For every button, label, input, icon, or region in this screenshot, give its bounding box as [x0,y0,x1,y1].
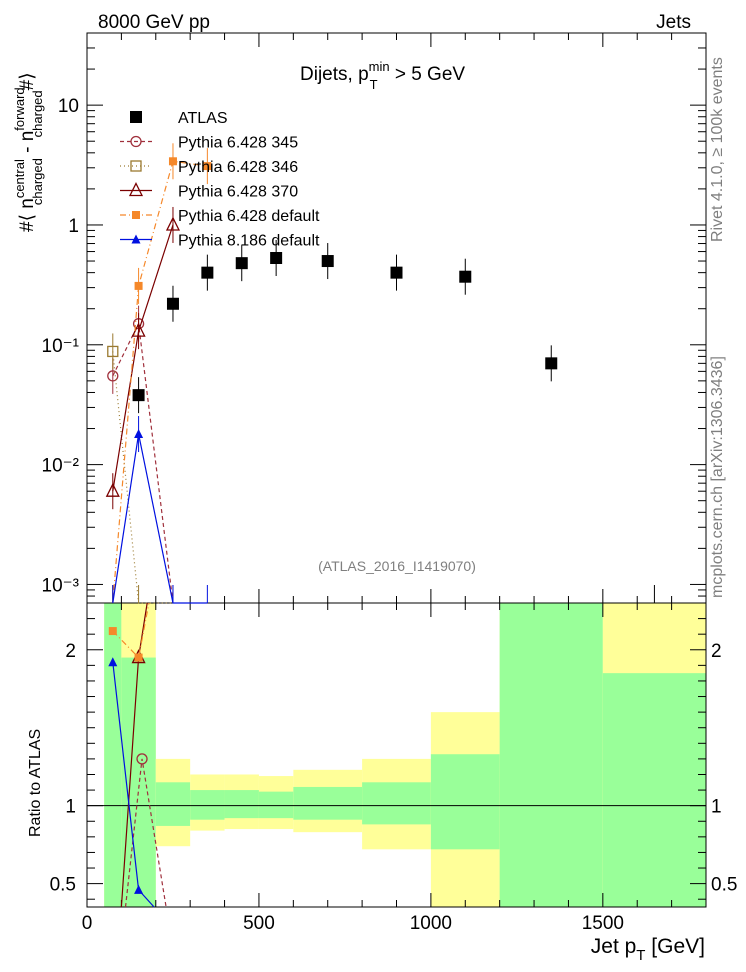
y-axis-label-bottom: Ratio to ATLAS [27,729,44,837]
data-series [105,143,655,604]
series-point-3-2 [165,216,181,231]
legend-label-3: Pythia 6.428 370 [178,184,298,201]
series-point-0-7 [390,266,403,279]
header-right: Jets [656,12,691,33]
ratio-point-3-1 [134,884,144,894]
x-tick-label-500: 500 [243,913,275,934]
green-band-6 [293,786,363,820]
series-point-0-8 [459,270,472,283]
green-band-1 [121,657,156,907]
y-axis-label-top: #⟨ ncentral charged - nforward charged#⟩ [12,72,45,232]
y-tick-label-top-3: 1 [68,216,79,237]
green-band-4 [224,790,259,819]
y-tick-label-top-0: 10⁻³ [42,575,80,596]
y-tick-label-bot-r-1: 1 [711,797,722,818]
series-point-0-3 [201,266,214,279]
series-point-4-1 [134,281,143,290]
x-axis-label: Jet pT [GeV] [591,935,705,964]
ratio-point-2-1 [134,653,143,662]
legend-label-1: Pythia 6.428 345 [178,135,298,152]
y-tick-label-bot-r-0.5: 0.5 [711,875,737,896]
ratio-series [108,602,167,908]
green-band-7 [362,782,431,825]
y-tick-label-bot-1: 1 [65,797,76,818]
header-left: 8000 GeV pp [98,12,210,33]
green-band-10 [602,673,706,907]
green-band-0 [104,603,122,907]
legend-label-0: ATLAS [178,110,228,127]
ratio-point-0-1 [136,753,148,765]
legend: ATLAS Pythia 6.428 345 Pythia 6.428 346 Pyt… [120,110,320,250]
legend-marker-1 [130,135,142,148]
ratio-bands [87,603,706,907]
y-tick-label-top-4: 10 [58,96,79,117]
axis-ticks: 0 500 1000 1500 10⁻³ 10⁻² 10⁻¹ 1 10 0.5 0.5 1 1 2 2 [42,32,737,934]
series-point-0-5 [270,252,283,265]
x-tick-label-1500: 1500 [582,913,624,934]
series-5 [112,416,208,604]
y-tick-label-bot-0.5: 0.5 [50,875,76,896]
legend-marker-3 [128,182,144,197]
series-point-4-3 [203,162,212,171]
y-tick-label-top-2: 10⁻¹ [42,336,80,357]
series-point-0-2 [166,297,179,310]
green-band-2 [155,782,191,826]
series-point-0-1 [132,389,145,402]
legend-label-4: Pythia 6.428 default [178,208,320,225]
analysis-id: (ATLAS_2016_I1419070) [318,558,476,574]
series-point-0-4 [235,257,248,270]
legend-marker-5 [131,234,141,244]
legend-marker-2 [130,160,142,172]
y-tick-label-bot-r-2: 2 [711,641,722,662]
legend-label-5: Pythia 8.186 default [178,233,320,250]
series-point-2-0 [107,345,119,358]
series-point-0-6 [321,255,334,268]
ratio-line-0 [124,758,167,908]
ratio-point-2-0 [108,627,117,636]
y-tick-label-bot-2: 2 [65,641,76,662]
legend-marker-0 [130,111,142,123]
chart-title: Dijets, pmin T > 5 GeV [300,59,465,92]
series-line-4 [112,160,208,604]
series-point-5-1 [134,429,144,439]
series-point-4-2 [168,157,177,166]
ratio-point-3-0 [108,657,118,667]
rivet-label: Rivet 4.1.0, ≥ 100k events [709,57,726,242]
mcplots-label: mcplots.cern.ch [arXiv:1306.3436] [709,356,726,598]
series-0 [112,240,655,603]
green-band-8 [430,754,500,850]
legend-marker-4 [132,211,140,219]
green-band-5 [258,791,294,819]
series-point-0-9 [545,357,558,370]
series-point-3-0 [105,482,120,497]
legend-label-2: Pythia 6.428 346 [178,159,298,176]
x-tick-label-1000: 1000 [410,913,452,934]
series-line-5 [112,433,208,604]
green-band-9 [499,603,603,907]
ratio-line-2 [112,602,150,659]
series-point-1-0 [107,370,119,382]
y-tick-label-top-1: 10⁻² [42,456,80,477]
green-band-3 [190,790,225,820]
x-tick-label-0: 0 [82,913,93,934]
